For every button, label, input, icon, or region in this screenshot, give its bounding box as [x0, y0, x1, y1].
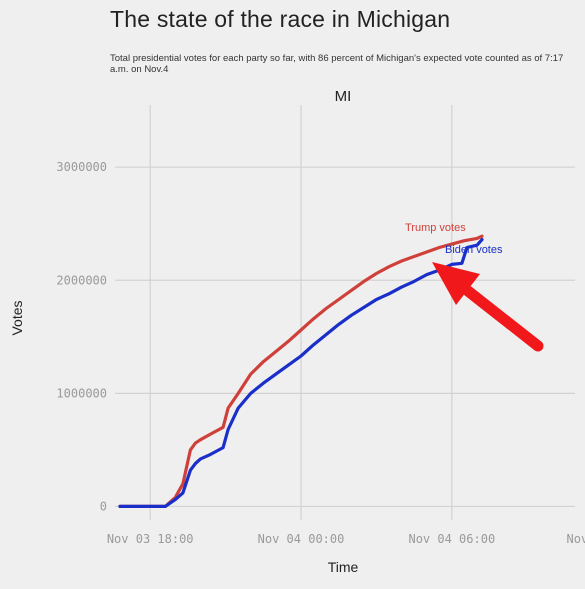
- y-tick-label: 3000000: [56, 160, 107, 174]
- chart-title: The state of the race in Michigan: [110, 6, 451, 32]
- x-tick-label: Nov 04 06:00: [408, 532, 495, 546]
- trump-votes-annotation: Trump votes: [405, 222, 466, 234]
- y-tick-labels: 0 1000000 2000000 3000000: [56, 160, 107, 513]
- x-tick-label: Nov 04 12:: [567, 532, 585, 546]
- x-tick-label: Nov 04 00:00: [258, 532, 345, 546]
- biden-votes-annotation: Biden votes: [445, 244, 503, 256]
- y-tick-label: 1000000: [56, 386, 107, 400]
- x-axis-title: Time: [328, 559, 359, 575]
- series-annotations: Trump votes Biden votes: [405, 222, 503, 256]
- arrow-head: [432, 262, 480, 305]
- x-tick-label: Nov 03 18:00: [107, 532, 194, 546]
- y-tick-label: 2000000: [56, 273, 107, 287]
- chart-subtitle: Total presidential votes for each party …: [110, 53, 564, 75]
- x-tick-labels: Nov 03 18:00 Nov 04 00:00 Nov 04 06:00 Nov …: [107, 532, 585, 546]
- trump-votes-line: [118, 234, 484, 508]
- y-axis-title: Votes: [9, 300, 25, 335]
- arrow-shaft: [462, 285, 544, 352]
- panel-title: MI: [335, 88, 352, 105]
- grid-lines: [115, 105, 575, 520]
- annotation-arrow: [432, 262, 544, 352]
- y-tick-label: 0: [100, 499, 107, 513]
